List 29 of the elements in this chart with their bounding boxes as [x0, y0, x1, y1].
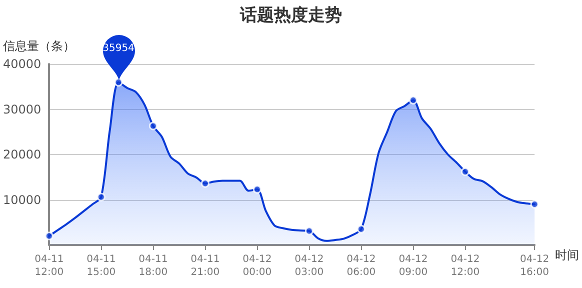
x-tick-label: 04-11 18:00 [138, 254, 168, 278]
chart-title: 话题热度走势 [239, 6, 342, 26]
point [356, 224, 366, 234]
x-tick-label: 04-12 06:00 [346, 254, 376, 278]
x-tick-label: 04-12 16:00 [520, 254, 550, 278]
point [304, 226, 314, 236]
point [114, 78, 123, 87]
point [408, 96, 418, 104]
x-tick-label: 04-11 21:00 [190, 254, 220, 278]
point [530, 200, 539, 209]
point [460, 167, 470, 176]
y-tick-label: 40000 [2, 57, 42, 71]
x-tick-label: 04-12 03:00 [294, 254, 324, 278]
x-tick-label: 04-12 12:00 [450, 254, 480, 278]
x-tick-label: 04-11 15:00 [86, 254, 116, 278]
x-tick-label: 04-12 09:00 [398, 254, 428, 278]
point [148, 122, 158, 130]
x-tick-label: 04-12 00:00 [242, 254, 272, 278]
point [44, 232, 54, 240]
point [200, 179, 210, 188]
point [96, 192, 106, 202]
y-tick-label: 10000 [2, 192, 42, 207]
y-axis-title: 信息量（条） [3, 39, 76, 53]
y-tick-label: 30000 [2, 102, 42, 116]
y-tick-label: 20000 [2, 148, 42, 162]
x-tick-label: 04-11 12:00 [34, 254, 64, 278]
x-axis-title: 时间 [555, 248, 579, 262]
annotation: 35954 [102, 43, 136, 54]
point [252, 185, 262, 194]
